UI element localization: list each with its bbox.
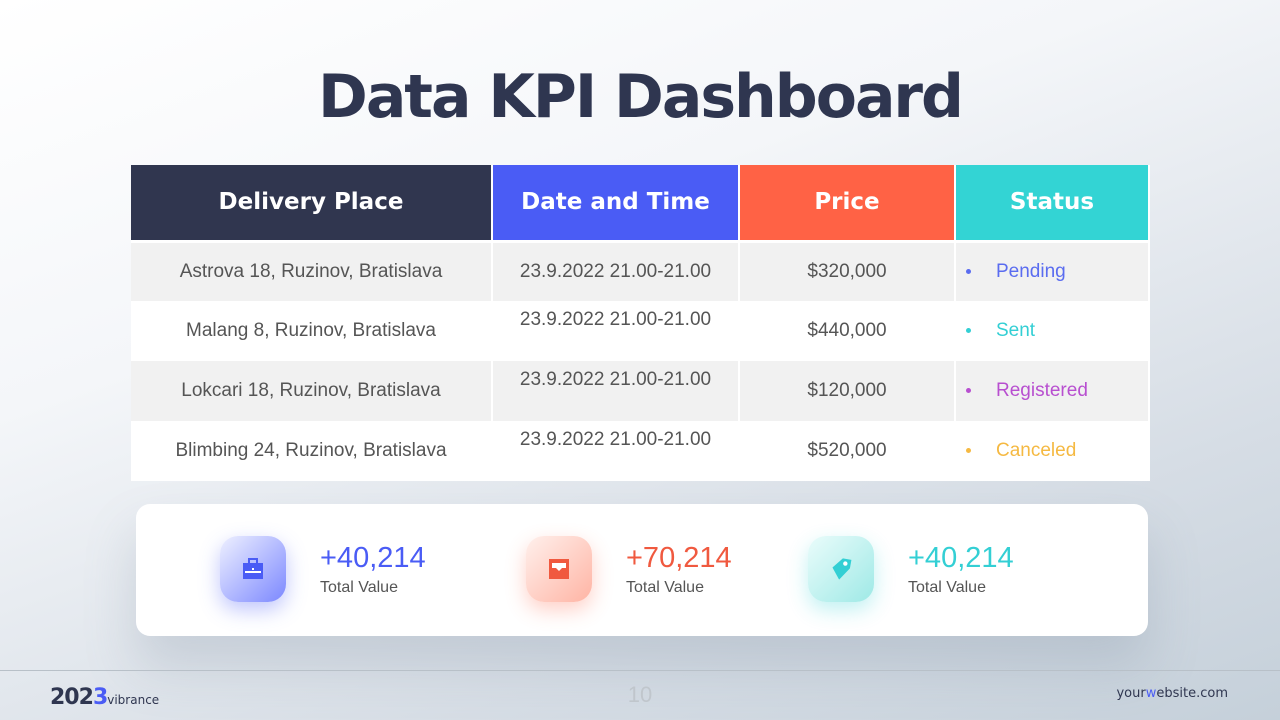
status-badge: Sent (955, 301, 1150, 361)
kpi-item: +40,214 Total Value (808, 536, 1014, 602)
page-number: 10 (627, 682, 653, 707)
delivery-table: Delivery Place Date and Time Price Statu… (131, 165, 1150, 481)
status-badge: Canceled (955, 421, 1150, 481)
header-delivery-place: Delivery Place (131, 165, 493, 243)
briefcase-icon (220, 536, 286, 602)
table-row: Astrova 18, Ruzinov, Bratislava 23.9.202… (131, 241, 1150, 301)
header-price: Price (739, 165, 956, 243)
table-row: Lokcari 18, Ruzinov, Bratislava 23.9.202… (131, 361, 1150, 421)
table-row: Blimbing 24, Ruzinov, Bratislava 23.9.20… (131, 421, 1150, 481)
kpi-value: +70,214 (626, 541, 732, 574)
status-dot-icon (966, 328, 971, 334)
status-label: Canceled (996, 440, 1077, 461)
status-badge: Registered (955, 361, 1150, 421)
header-status: Status (955, 165, 1150, 243)
tag-icon (808, 536, 874, 602)
header-date-time: Date and Time (492, 165, 740, 243)
delivery-place: Malang 8, Ruzinov, Bratislava (131, 301, 493, 361)
status-dot-icon (966, 448, 971, 454)
price: $120,000 (739, 361, 956, 421)
kpi-item: +40,214 Total Value (220, 536, 426, 602)
kpi-card: +40,214 Total Value +70,214 Total Value +4… (136, 504, 1148, 636)
status-label: Sent (996, 320, 1036, 341)
kpi-label: Total Value (626, 578, 704, 596)
delivery-place: Blimbing 24, Ruzinov, Bratislava (131, 421, 493, 481)
date-time: 23.9.2022 21.00-21.00 (492, 301, 740, 361)
status-badge: Pending (955, 241, 1150, 301)
website-link[interactable]: yourwebsite.com (1116, 686, 1228, 701)
price: $320,000 (739, 241, 956, 301)
inbox-icon (526, 536, 592, 602)
brand-logo: 2023vibrance (50, 685, 160, 710)
kpi-value: +40,214 (320, 541, 426, 574)
delivery-place: Lokcari 18, Ruzinov, Bratislava (131, 361, 493, 421)
delivery-place: Astrova 18, Ruzinov, Bratislava (131, 241, 493, 301)
kpi-item: +70,214 Total Value (526, 536, 732, 602)
status-label: Registered (996, 380, 1088, 401)
table-row: Malang 8, Ruzinov, Bratislava 23.9.2022 … (131, 301, 1150, 361)
price: $520,000 (739, 421, 956, 481)
kpi-label: Total Value (908, 578, 986, 596)
page-title: Data KPI Dashboard (318, 62, 964, 132)
kpi-value: +40,214 (908, 541, 1014, 574)
kpi-label: Total Value (320, 578, 398, 596)
status-dot-icon (966, 269, 971, 275)
date-time: 23.9.2022 21.00-21.00 (492, 421, 740, 481)
date-time: 23.9.2022 21.00-21.00 (492, 241, 740, 301)
footer-divider (0, 670, 1280, 671)
status-label: Pending (996, 260, 1066, 282)
date-time: 23.9.2022 21.00-21.00 (492, 361, 740, 421)
status-dot-icon (966, 388, 971, 394)
price: $440,000 (739, 301, 956, 361)
